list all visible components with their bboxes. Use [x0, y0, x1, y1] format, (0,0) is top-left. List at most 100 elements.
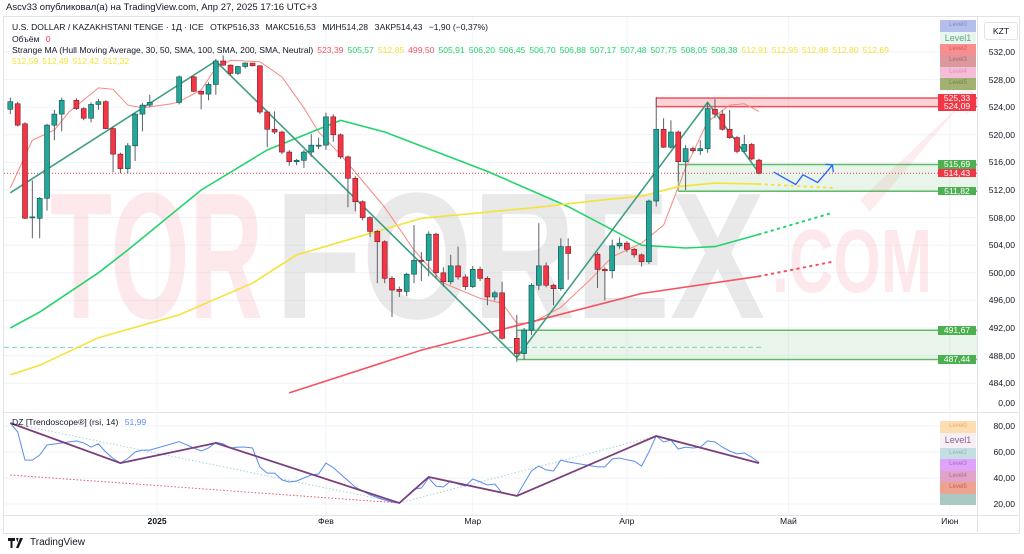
ma-value: 506,70	[529, 45, 556, 55]
ma-value: 512,85	[377, 45, 405, 55]
published-caption: Ascv33 опубликовал(а) на TradingView.com…	[6, 2, 318, 13]
candle	[499, 281, 505, 340]
candle	[528, 283, 535, 335]
price-tag[interactable]: 514,43	[938, 169, 976, 178]
ma-indicator-label[interactable]: Strange MA (Hull Moving Average, 30, 50,…	[12, 45, 314, 55]
candle-body	[235, 66, 241, 74]
candle-body	[110, 128, 116, 155]
candle	[602, 267, 608, 301]
price-axis-label: 528,00	[988, 74, 1015, 85]
symbol-name[interactable]: U.S. DOLLAR / KAZAKHSTANI TENGE · 1Д · I…	[12, 22, 204, 32]
legend-level-1[interactable]: Level1	[940, 432, 976, 448]
candle-body	[124, 145, 131, 169]
legend-level-0[interactable]: Level0	[940, 20, 976, 32]
candle	[682, 145, 689, 190]
candle-body	[602, 269, 608, 272]
legend-level-4[interactable]: Level4	[940, 470, 976, 482]
legend-level-4[interactable]: Level4	[940, 66, 976, 78]
legend-level-0[interactable]: Level0	[940, 421, 976, 433]
price-tag[interactable]: 491,67	[938, 326, 976, 335]
moving-average-line	[9, 119, 760, 329]
candle	[44, 123, 50, 211]
candle	[257, 65, 263, 115]
legend-level-2[interactable]: Level2	[940, 43, 976, 55]
volume-axis-label: 0,00	[998, 398, 1015, 408]
candle	[198, 90, 204, 110]
rsi-indicator-label[interactable]: DZ [Trendoscope®] (rsi, 14)	[12, 417, 119, 427]
candle-body	[146, 102, 153, 106]
price-tag[interactable]: 525,33	[938, 94, 976, 103]
candle-body	[117, 153, 124, 169]
legend-level-2[interactable]: Level2	[940, 447, 976, 459]
legend-level-5[interactable]: Level5	[940, 78, 976, 90]
candle-body	[433, 233, 439, 274]
watermark-logo: TOR FOREX .COM	[50, 85, 975, 357]
legend-level-5[interactable]: Level5	[940, 482, 976, 494]
time-axis-label: Апр	[619, 516, 635, 526]
candle-body	[301, 151, 307, 161]
volume-label[interactable]: Объём	[12, 34, 40, 44]
candle	[741, 134, 748, 153]
candle	[102, 100, 109, 130]
candle	[176, 75, 182, 105]
candle	[227, 64, 234, 76]
candle-body	[513, 338, 520, 354]
candle	[95, 98, 102, 110]
price-tag[interactable]: 524,09	[938, 102, 976, 111]
candle-body	[213, 60, 219, 85]
candle-body	[352, 177, 359, 203]
candle-body	[257, 65, 263, 113]
price-axis-label: 520,00	[988, 129, 1015, 140]
candle-body	[323, 116, 329, 146]
candle-body	[389, 278, 395, 291]
tradingview-logo-icon	[8, 537, 23, 548]
candle	[132, 112, 138, 162]
rsi-axis-label: 60,00	[993, 447, 1015, 457]
rsi-trendline	[10, 474, 400, 504]
tradingview-brand: TradingView	[30, 537, 86, 548]
candle	[293, 158, 300, 166]
candle	[491, 290, 498, 301]
price-tag[interactable]: 515,69	[938, 160, 976, 169]
price-tag[interactable]: 511,82	[938, 187, 976, 196]
candle	[411, 225, 417, 284]
legend-level-1[interactable]: Level1	[940, 31, 976, 44]
candle-body	[594, 253, 601, 270]
candle	[668, 120, 674, 149]
candle	[146, 94, 153, 108]
candle	[36, 196, 43, 239]
candle-body	[227, 64, 234, 74]
price-axis-label: 496,00	[988, 295, 1015, 306]
candle	[748, 143, 755, 161]
price-tag[interactable]: 487,44	[938, 355, 976, 364]
candle-body	[469, 269, 476, 287]
candle	[616, 237, 623, 249]
legend-level-3[interactable]: Level3	[940, 459, 976, 471]
ma-value: 508,05	[680, 45, 708, 55]
ma-value: 506,88	[559, 45, 586, 55]
candle-body	[220, 60, 226, 66]
candle-body	[660, 128, 667, 148]
candle-body	[205, 84, 212, 95]
price-axis-label: 508,00	[988, 212, 1015, 223]
candle-body	[80, 108, 87, 119]
candle-body	[7, 101, 14, 110]
ma-value: 507,75	[650, 45, 677, 55]
tradingview-logo[interactable]: TradingView	[8, 537, 85, 548]
candle	[359, 200, 366, 221]
ma-value: 512,49	[42, 56, 69, 66]
candle	[235, 65, 241, 75]
candle	[521, 328, 527, 360]
ohlc-close: ЗАКР514,43	[374, 22, 423, 32]
ma-value: 512,80	[832, 45, 859, 55]
legend-level-6[interactable]	[940, 493, 976, 505]
ma-value: 505,57	[347, 45, 374, 55]
candle	[389, 276, 395, 317]
candle	[462, 274, 469, 291]
candle	[73, 98, 80, 110]
time-axis-label: 2025	[147, 516, 167, 526]
currency-button[interactable]: KZT	[984, 22, 1018, 40]
zone-box	[516, 330, 977, 360]
legend-level-3[interactable]: Level3	[940, 55, 976, 67]
